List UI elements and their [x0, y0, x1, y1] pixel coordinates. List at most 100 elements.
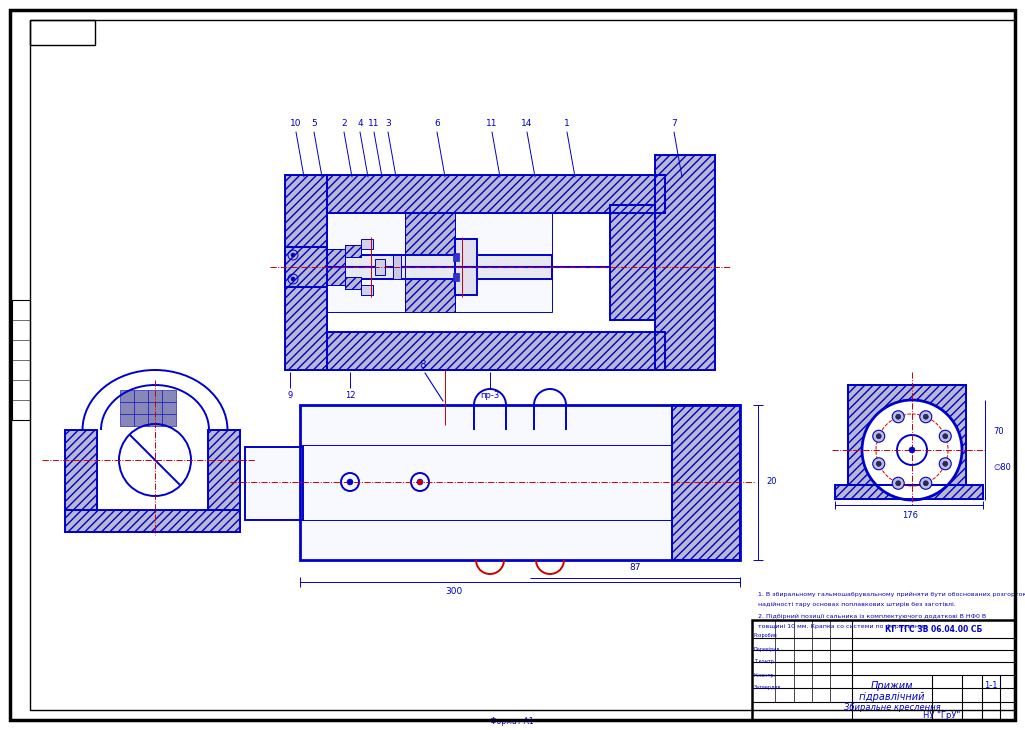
Text: 12: 12	[344, 391, 356, 399]
Bar	[148, 414, 162, 426]
Text: Розробив: Розробив	[754, 634, 778, 639]
Bar	[345, 277, 361, 289]
Text: 7: 7	[671, 120, 676, 128]
Bar	[208, 430, 240, 510]
Text: 176: 176	[902, 510, 918, 520]
Bar	[848, 385, 966, 485]
Bar	[405, 213, 455, 312]
Bar	[285, 175, 327, 370]
Bar	[327, 249, 345, 285]
Bar	[120, 414, 134, 426]
Bar	[327, 255, 552, 279]
Circle shape	[291, 277, 295, 281]
Bar	[134, 390, 148, 402]
Bar	[120, 390, 134, 402]
Bar	[65, 510, 240, 532]
Bar	[285, 247, 327, 287]
Bar	[30, 20, 95, 45]
Text: пр-3: пр-3	[481, 391, 499, 399]
Bar	[327, 332, 665, 370]
Bar	[208, 430, 240, 510]
Circle shape	[417, 479, 423, 485]
Bar	[672, 405, 740, 560]
Circle shape	[943, 461, 948, 466]
Circle shape	[896, 481, 901, 485]
Bar	[345, 277, 361, 289]
Text: 11: 11	[486, 120, 498, 128]
Text: Прижим: Прижим	[871, 681, 913, 691]
Bar	[148, 390, 162, 402]
Bar	[672, 405, 740, 560]
Bar	[455, 239, 477, 295]
Text: НУ "ГрУ": НУ "ГрУ"	[924, 710, 960, 720]
Bar	[208, 430, 240, 510]
Bar	[134, 414, 148, 426]
Text: 2: 2	[341, 120, 346, 128]
Circle shape	[892, 477, 904, 489]
Bar	[752, 620, 1015, 720]
Circle shape	[876, 461, 882, 466]
Text: 9: 9	[287, 391, 292, 399]
Bar	[65, 430, 97, 510]
Bar	[327, 175, 665, 213]
Bar	[848, 385, 966, 485]
Text: 4: 4	[357, 120, 363, 128]
Bar	[655, 155, 715, 370]
Bar	[327, 332, 665, 370]
Bar	[148, 402, 162, 414]
Bar	[285, 175, 327, 370]
Bar	[375, 259, 385, 275]
Bar	[835, 485, 983, 499]
Bar	[453, 253, 459, 261]
Text: 20: 20	[766, 477, 777, 486]
Circle shape	[896, 414, 901, 419]
Bar	[327, 249, 345, 285]
Bar	[345, 245, 361, 257]
Bar	[361, 239, 373, 249]
Bar	[405, 213, 455, 312]
Text: Затвердив: Затвердив	[754, 685, 781, 691]
Circle shape	[924, 481, 929, 485]
Bar	[672, 405, 740, 560]
Bar	[345, 245, 361, 257]
Bar	[327, 332, 665, 370]
Bar	[162, 402, 176, 414]
Text: товщині 10 мм. Крапка со системи по формування.: товщині 10 мм. Крапка со системи по форм…	[758, 624, 929, 629]
Bar	[610, 205, 655, 320]
Text: 1: 1	[564, 120, 570, 128]
Circle shape	[347, 479, 353, 485]
Bar	[345, 277, 361, 289]
Text: 1-1: 1-1	[984, 682, 997, 691]
Bar	[300, 405, 740, 560]
Text: гідравлічний: гідравлічний	[859, 692, 926, 702]
Circle shape	[943, 434, 948, 439]
Text: 10: 10	[290, 120, 301, 128]
Text: 87: 87	[629, 564, 641, 572]
Circle shape	[892, 411, 904, 423]
Text: Н.контр.: Н.контр.	[754, 672, 776, 677]
Bar	[610, 205, 655, 320]
Text: Збиральне креслення: Збиральне креслення	[844, 704, 940, 712]
Bar	[655, 155, 715, 370]
Bar	[120, 402, 134, 414]
Bar	[327, 213, 552, 312]
Bar	[453, 273, 459, 281]
Text: 5: 5	[312, 120, 317, 128]
Bar	[835, 485, 983, 499]
Circle shape	[872, 458, 885, 470]
Text: 6: 6	[435, 120, 440, 128]
Circle shape	[872, 430, 885, 442]
Text: надійності тару основах поплавкових штирів без заготівлі.: надійності тару основах поплавкових штир…	[758, 602, 955, 607]
Text: 300: 300	[446, 588, 462, 596]
Bar	[162, 390, 176, 402]
Bar	[393, 255, 401, 279]
Circle shape	[291, 253, 295, 257]
Bar	[285, 247, 327, 287]
Bar	[12, 300, 30, 420]
Bar	[405, 213, 455, 312]
Text: 8: 8	[419, 360, 426, 370]
Bar	[65, 430, 97, 510]
Bar	[848, 385, 966, 485]
Circle shape	[919, 477, 932, 489]
Bar	[835, 485, 983, 499]
